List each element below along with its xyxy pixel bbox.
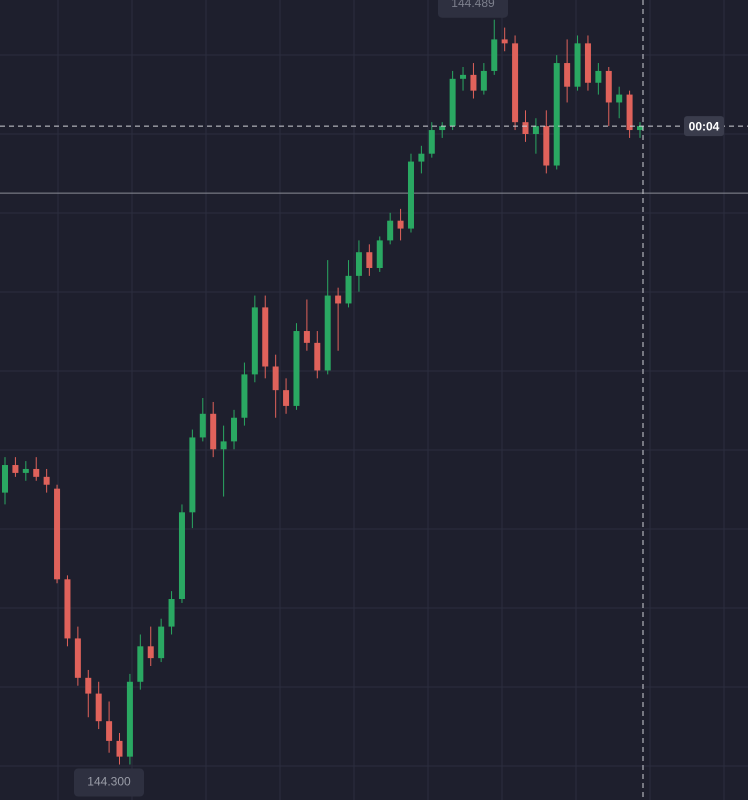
- candle-body: [314, 342, 321, 371]
- candle-body: [553, 63, 560, 166]
- candle-body: [272, 366, 279, 391]
- candle-body: [366, 252, 373, 268]
- candle-body: [251, 307, 258, 375]
- candle-body: [283, 390, 290, 406]
- candle-body: [64, 579, 71, 639]
- candle-body: [241, 374, 248, 418]
- max-marker-label: 144.489: [451, 0, 495, 10]
- candle-body: [168, 599, 175, 627]
- candle-body: [116, 740, 123, 757]
- candle-body: [74, 638, 81, 678]
- candle-body: [397, 220, 404, 229]
- candle-body: [12, 465, 19, 473]
- candle-body: [449, 78, 456, 127]
- candle-body: [85, 677, 92, 694]
- candle-body: [178, 512, 185, 600]
- candle-body: [460, 74, 467, 79]
- candle-body: [43, 476, 50, 485]
- candle-body: [189, 437, 196, 513]
- min-marker-box: [74, 768, 144, 797]
- candle-body: [387, 220, 394, 241]
- candle-body: [564, 63, 571, 87]
- candle-body: [220, 441, 227, 450]
- candle-body: [2, 465, 8, 493]
- timer-label: 00:04: [689, 119, 720, 133]
- candle-body: [428, 130, 435, 154]
- candle-body: [407, 161, 414, 229]
- candle-body: [126, 681, 133, 757]
- candle-body: [522, 122, 529, 134]
- candle-body: [491, 39, 498, 71]
- candle-body: [335, 295, 342, 304]
- candle-body: [355, 252, 362, 276]
- candle-body: [54, 488, 61, 580]
- candle-body: [532, 126, 539, 134]
- candle-body: [418, 153, 425, 162]
- candle-body: [512, 43, 519, 123]
- candle-body: [470, 74, 477, 91]
- candle-body: [158, 626, 165, 659]
- candle-body: [543, 126, 550, 166]
- candle-body: [605, 70, 612, 103]
- candle-body: [33, 468, 40, 477]
- candle-body: [616, 94, 623, 103]
- candle-body: [199, 413, 206, 438]
- candle-body: [574, 43, 581, 87]
- candle-body: [637, 126, 643, 131]
- candle-body: [501, 39, 508, 44]
- candle-body: [262, 307, 269, 367]
- max-marker-box: [438, 0, 508, 18]
- candle-body: [376, 240, 383, 268]
- timer-box: [684, 116, 724, 137]
- candle-body: [345, 275, 352, 304]
- candle-body: [626, 94, 633, 131]
- candle-body: [324, 295, 331, 371]
- candle-body: [584, 43, 591, 83]
- candle-body: [595, 70, 602, 83]
- candle-body: [293, 331, 300, 406]
- candle-body: [210, 413, 217, 450]
- candle-body: [147, 646, 154, 659]
- candle-body: [137, 646, 144, 682]
- candle-body: [231, 417, 238, 442]
- min-marker-label: 144.300: [87, 775, 131, 789]
- candle-body: [303, 331, 310, 343]
- candle-body: [480, 70, 487, 91]
- candle-body: [106, 721, 113, 741]
- candle-body: [439, 126, 446, 131]
- candle-body: [95, 693, 102, 722]
- candle-body: [22, 468, 29, 473]
